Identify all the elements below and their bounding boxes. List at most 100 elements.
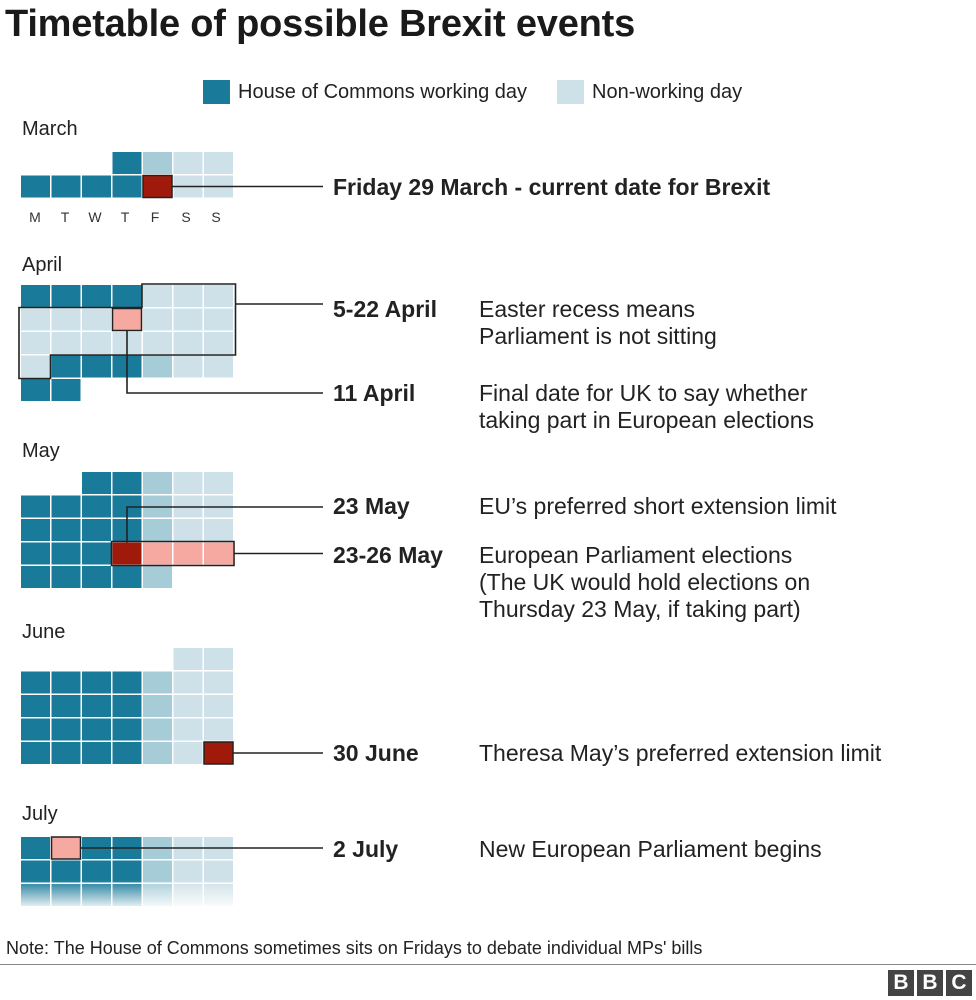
legend-label-nonworking: Non-working day: [592, 80, 743, 103]
cal-cell-april-26: [143, 355, 172, 378]
cal-cell-june-19: [82, 718, 111, 741]
cal-cell-may-1: [82, 472, 111, 494]
cal-cell-april-8: [21, 308, 50, 331]
cal-cell-april-12: [143, 308, 172, 331]
cal-cell-may-13: [21, 519, 50, 541]
bbc-logo: B B C: [885, 970, 972, 996]
cal-cell-june-4: [51, 671, 81, 694]
cal-cell-april-19: [143, 332, 172, 354]
cal-cell-june-6: [112, 671, 142, 694]
july-fade: [20, 880, 234, 910]
cal-cell-july-13: [173, 860, 203, 883]
cal-cell-march-top-29: [143, 152, 172, 174]
outline-23-26-may: [110, 540, 235, 567]
cal-cell-june-24: [21, 742, 50, 764]
cal-cell-may-4: [173, 472, 203, 494]
event-desc-11-april: Final date for UK to say whether taking …: [479, 380, 814, 433]
cal-cell-june-20: [112, 718, 142, 741]
cal-cell-april-4: [112, 285, 142, 307]
cal-cell-june-9: [204, 671, 233, 694]
event-label-2-july: 2 July: [333, 836, 399, 862]
cal-cell-april-23: [51, 355, 81, 378]
highlight-11-april: [111, 307, 143, 332]
cal-cell-april-27: [173, 355, 203, 378]
event-label-30-june: 30 June: [333, 740, 419, 766]
weekday-label-tue: T: [60, 209, 70, 225]
cal-cell-may-7: [51, 495, 81, 518]
cal-cell-april-20: [173, 332, 203, 354]
legend-swatch-nonworking: [557, 80, 585, 104]
bbc-logo-letter-3: C: [946, 970, 972, 996]
highlight-may-25: [173, 542, 203, 565]
event-desc-30-june: Theresa May’s preferred extension limit: [479, 740, 882, 766]
easter-recess-outline: [18, 283, 237, 380]
footnote: Note: The House of Commons sometimes sit…: [6, 938, 703, 958]
footer-divider: [0, 964, 976, 965]
weekday-label-sat: S: [181, 209, 191, 225]
event-label-23-may: 23 May: [333, 493, 410, 519]
event-desc-23-may: EU’s preferred short extension limit: [479, 493, 837, 519]
event-desc-5-22-april: Easter recess means Parliament is not si…: [479, 296, 717, 349]
cal-cell-june-10: [21, 695, 50, 717]
cal-cell-may-2: [112, 472, 142, 494]
cal-cell-may-29: [82, 566, 111, 588]
event-label-29-march: Friday 29 March - current date for Brexi…: [333, 174, 771, 200]
highlight-may-24: [143, 542, 172, 565]
cal-cell-april-29: [21, 379, 50, 401]
cal-cell-june-22: [173, 718, 203, 741]
cal-cell-april-14: [204, 308, 233, 331]
event-desc-23-26-may: European Parliament elections (The UK wo…: [479, 542, 811, 622]
cal-cell-march-top-30: [173, 152, 203, 174]
cal-cell-may-31: [143, 566, 172, 588]
legend-label-working: House of Commons working day: [238, 80, 528, 103]
cal-cell-april-5: [143, 285, 172, 307]
cal-cell-may-30: [112, 566, 142, 588]
cal-cell-april-21: [204, 332, 233, 354]
weekday-label-sun: S: [211, 209, 221, 225]
highlight-may-26: [204, 542, 233, 565]
month-label-july: July: [22, 803, 58, 825]
cal-cell-april-16: [51, 332, 81, 354]
weekday-label-fri: F: [150, 209, 160, 225]
weekday-label-mon: M: [29, 209, 41, 225]
highlight-29-march: [142, 174, 173, 199]
highlight-23-may: [112, 542, 142, 565]
cal-cell-june-13: [112, 695, 142, 717]
event-label-11-april: 11 April: [333, 380, 416, 406]
cal-cell-may-3: [143, 472, 172, 494]
cal-cell-april-13: [173, 308, 203, 331]
cal-cell-april-28: [204, 355, 233, 378]
cal-cell-april-24: [82, 355, 111, 378]
month-label-june: June: [22, 621, 66, 643]
cal-cell-may-14: [51, 519, 81, 541]
cal-cell-april-9: [51, 308, 81, 331]
cal-cell-july-8: [21, 860, 50, 883]
cal-cell-april-7: [204, 285, 233, 307]
month-label-april: April: [22, 254, 63, 276]
cal-cell-june-5: [82, 671, 111, 694]
cal-cell-april-30: [51, 379, 81, 401]
cal-cell-april-1: [21, 285, 50, 307]
cal-cell-june-11: [51, 695, 81, 717]
cal-cell-june-1: [173, 648, 203, 670]
cal-cell-june-29: [173, 742, 203, 764]
cal-cell-june-27: [112, 742, 142, 764]
cal-cell-may-15: [82, 519, 111, 541]
cal-cell-june-23: [204, 718, 233, 741]
highlight-30-june: [203, 741, 234, 765]
cal-cell-july-11: [112, 860, 142, 883]
cal-cell-july-9: [51, 860, 81, 883]
cal-cell-july-12: [143, 860, 172, 883]
weekday-label-wed: W: [88, 209, 102, 225]
cal-cell-june-28: [143, 742, 172, 764]
cal-cell-march-top-31: [204, 152, 233, 174]
cal-cell-june-3: [21, 671, 50, 694]
legend-item-nonworking: Non-working day: [557, 80, 742, 104]
event-label-23-26-may: 23-26 May: [333, 542, 443, 568]
cal-cell-may-28: [51, 566, 81, 588]
cal-cell-june-15: [173, 695, 203, 717]
cal-cell-may-6: [21, 495, 50, 518]
month-label-march: March: [22, 118, 78, 140]
month-label-may: May: [22, 440, 60, 462]
weekday-label-thu: T: [120, 209, 130, 225]
